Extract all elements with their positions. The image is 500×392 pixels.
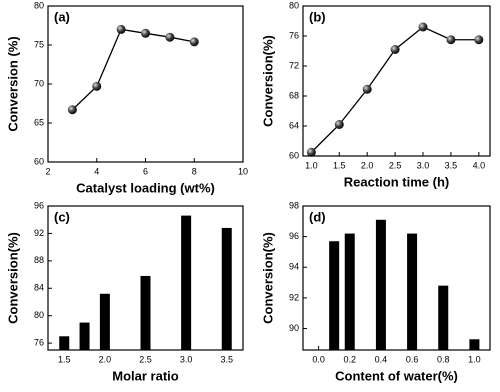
y-tick-label: 65 xyxy=(34,117,44,127)
y-axis-label: Conversion (%) xyxy=(5,36,20,131)
x-tick-label: 3.0 xyxy=(180,354,193,364)
y-tick-label: 90 xyxy=(289,323,299,333)
panel-label: (c) xyxy=(54,209,70,224)
marker xyxy=(306,147,316,157)
panel-label: (d) xyxy=(309,209,326,224)
marker xyxy=(390,45,400,54)
marker xyxy=(165,32,175,42)
line xyxy=(71,28,195,111)
y-tick-label: 80 xyxy=(289,0,299,10)
x-tick-label: 4.0 xyxy=(473,160,486,170)
x-tick-label: 3.5 xyxy=(445,160,458,170)
y-tick-label: 76 xyxy=(289,30,299,40)
y-tick-label: 92 xyxy=(289,292,299,302)
x-tick-label: 10 xyxy=(238,166,248,176)
x-tick-label: 0.4 xyxy=(375,354,388,364)
x-tick-label: 6 xyxy=(143,166,148,176)
bar xyxy=(375,219,386,350)
y-tick-label: 76 xyxy=(34,338,44,348)
bar xyxy=(438,285,449,350)
y-tick-label: 80 xyxy=(34,310,44,320)
bar xyxy=(469,339,480,350)
panel-label: (a) xyxy=(54,9,70,24)
y-tick-label: 84 xyxy=(34,283,44,293)
bar xyxy=(59,336,70,350)
y-axis-label: Conversion(%) xyxy=(260,35,275,127)
bar xyxy=(344,233,355,350)
x-tick-label: 2.5 xyxy=(139,354,152,364)
y-tick-label: 92 xyxy=(34,228,44,238)
plot-frame xyxy=(47,5,244,163)
bar xyxy=(140,275,151,350)
x-tick-label: 3.5 xyxy=(220,354,233,364)
marker xyxy=(92,81,102,91)
y-tick-label: 94 xyxy=(289,262,299,272)
bar xyxy=(221,227,232,350)
bar xyxy=(181,215,192,350)
y-tick-label: 64 xyxy=(289,120,299,130)
panel-label: (b) xyxy=(309,9,326,24)
x-tick-label: 0.8 xyxy=(437,354,450,364)
marker xyxy=(418,22,428,32)
x-tick-label: 2 xyxy=(45,166,50,176)
marker xyxy=(67,105,77,115)
y-axis-label: Conversion(%) xyxy=(260,232,275,324)
bar xyxy=(407,233,418,350)
y-tick-label: 60 xyxy=(34,156,44,166)
x-tick-label: 3.0 xyxy=(417,160,430,170)
bar xyxy=(99,293,110,350)
y-tick-label: 70 xyxy=(34,78,44,88)
x-tick-label: 2.5 xyxy=(389,160,402,170)
x-axis-label: Content of water(%) xyxy=(335,368,458,383)
x-tick-label: 2.0 xyxy=(99,354,112,364)
y-tick-label: 80 xyxy=(34,0,44,10)
x-tick-label: 1.0 xyxy=(305,160,318,170)
plot-frame xyxy=(302,5,491,157)
y-tick-label: 88 xyxy=(34,255,44,265)
x-tick-label: 0.6 xyxy=(406,354,419,364)
marker xyxy=(446,35,456,45)
marker xyxy=(362,84,372,94)
y-axis-label: Conversion(%) xyxy=(5,232,20,324)
y-tick-label: 60 xyxy=(289,150,299,160)
plot-frame xyxy=(302,205,491,351)
x-tick-label: 1.5 xyxy=(333,160,346,170)
y-tick-label: 96 xyxy=(34,200,44,210)
x-axis-label: Reaction time (h) xyxy=(344,174,449,189)
plot-frame xyxy=(47,205,244,351)
y-tick-label: 75 xyxy=(34,39,44,49)
marker xyxy=(334,120,344,129)
marker xyxy=(474,35,484,45)
y-tick-label: 72 xyxy=(289,60,299,70)
y-tick-label: 68 xyxy=(289,90,299,100)
marker xyxy=(141,28,150,38)
marker xyxy=(189,37,199,47)
y-tick-label: 98 xyxy=(289,200,299,210)
x-tick-label: 0.2 xyxy=(343,354,356,364)
x-axis-label: Catalyst loading (wt%) xyxy=(76,180,215,195)
x-tick-label: 1.0 xyxy=(468,354,481,364)
x-tick-label: 8 xyxy=(192,166,197,176)
x-tick-label: 4 xyxy=(94,166,99,176)
x-tick-label: 0.0 xyxy=(312,354,325,364)
x-tick-label: 2.0 xyxy=(361,160,374,170)
bar xyxy=(329,241,340,350)
x-tick-label: 1.5 xyxy=(58,354,71,364)
marker xyxy=(116,24,126,34)
x-axis-label: Molar ratio xyxy=(112,368,179,383)
bar xyxy=(79,322,90,350)
y-tick-label: 96 xyxy=(289,231,299,241)
